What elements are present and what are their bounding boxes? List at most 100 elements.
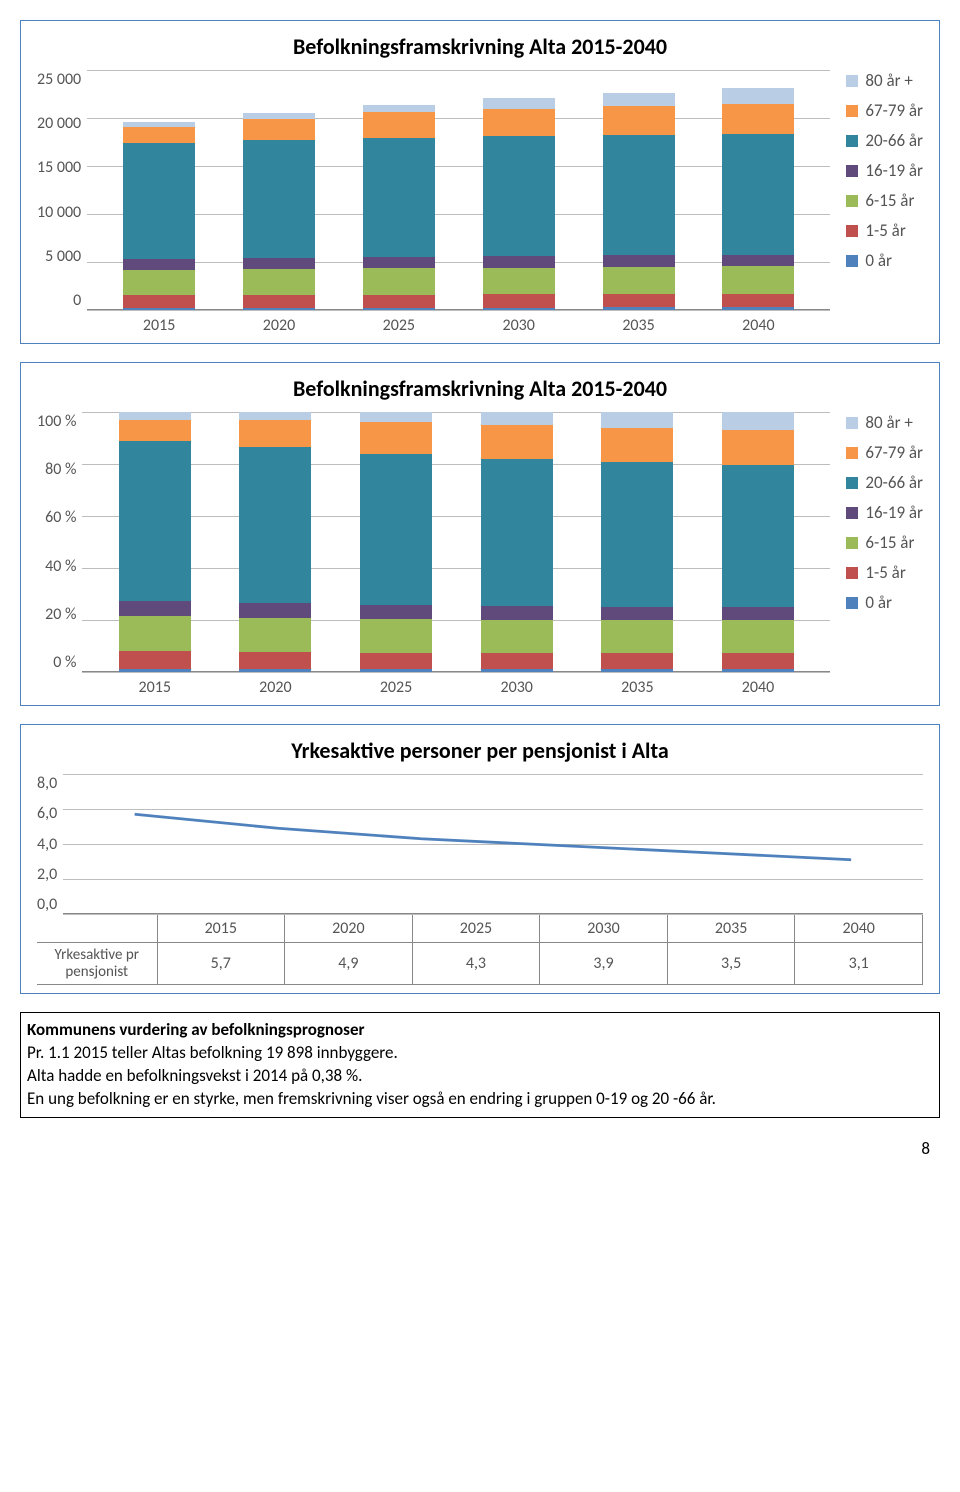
bar-column — [119, 412, 191, 672]
bar-segment — [481, 412, 553, 424]
legend-item: 67-79 år — [846, 100, 923, 121]
bar-segment — [119, 441, 191, 601]
legend-label: 1-5 år — [865, 562, 905, 583]
bar-segment — [601, 607, 673, 621]
table-cell: 3,5 — [667, 943, 795, 985]
table-cell: 3,9 — [540, 943, 668, 985]
commentary-line: En ung befolkning er en styrke, men frem… — [27, 1088, 929, 1111]
legend-item: 1-5 år — [846, 562, 923, 583]
bar-segment — [363, 138, 435, 257]
legend-label: 20-66 år — [865, 130, 923, 151]
bar-segment — [603, 135, 675, 255]
legend-label: 0 år — [865, 592, 892, 613]
bar-column — [363, 105, 435, 310]
y-tick-label: 10 000 — [37, 203, 81, 222]
bar-segment — [123, 143, 195, 259]
legend-item: 16-19 år — [846, 160, 923, 181]
bar-segment — [603, 255, 675, 266]
chart1-yaxis: 25 00020 00015 00010 0005 0000 — [37, 70, 87, 310]
y-tick-label: 8,0 — [37, 774, 57, 793]
legend-swatch — [846, 255, 858, 267]
legend-label: 80 år + — [865, 70, 912, 91]
bar-segment — [483, 308, 555, 310]
bar-segment — [722, 620, 794, 653]
x-tick-label: 2020 — [263, 316, 295, 335]
chart3-line — [63, 774, 923, 914]
bar-segment — [722, 104, 794, 134]
bar-segment — [603, 267, 675, 294]
y-tick-label: 80 % — [45, 460, 76, 479]
legend-swatch — [846, 195, 858, 207]
bar-column — [123, 122, 195, 310]
table-cell: 5,7 — [157, 943, 285, 985]
y-tick-label: 15 000 — [37, 158, 81, 177]
bar-segment — [363, 257, 435, 268]
legend-swatch — [846, 225, 858, 237]
legend-label: 6-15 år — [865, 190, 914, 211]
bar-segment — [483, 268, 555, 295]
legend-item: 20-66 år — [846, 130, 923, 151]
bar-segment — [722, 669, 794, 672]
x-tick-label: 2030 — [502, 316, 534, 335]
bar-segment — [243, 308, 315, 310]
x-tick-label: 2030 — [500, 678, 532, 697]
bar-segment — [239, 420, 311, 447]
chart3-panel: Yrkesaktive personer per pensjonist i Al… — [20, 724, 940, 994]
legend-label: 16-19 år — [865, 502, 923, 523]
y-tick-label: 25 000 — [37, 70, 81, 89]
y-tick-label: 5 000 — [45, 247, 81, 266]
commentary-body: Pr. 1.1 2015 teller Altas befolkning 19 … — [27, 1042, 929, 1111]
table-header-cell: 2030 — [540, 915, 668, 943]
commentary-line: Alta hadde en befolkningsvekst i 2014 på… — [27, 1065, 929, 1088]
bar-column — [722, 88, 794, 310]
bar-segment — [601, 669, 673, 672]
chart3-plot — [63, 774, 923, 914]
bar-segment — [722, 255, 794, 266]
bar-segment — [360, 454, 432, 605]
chart2-title: Befolkningsframskrivning Alta 2015-2040 — [37, 375, 923, 402]
legend-item: 6-15 år — [846, 190, 923, 211]
bar-column — [243, 113, 315, 310]
x-tick-label: 2015 — [143, 316, 175, 335]
bar-segment — [243, 258, 315, 269]
chart2-legend: 80 år +67-79 år20-66 år16-19 år6-15 år1-… — [830, 412, 923, 613]
legend-swatch — [846, 477, 858, 489]
table-row-label: Yrkesaktive pr pensjonist — [37, 943, 157, 985]
table-header-cell: 2035 — [667, 915, 795, 943]
x-tick-label: 2035 — [621, 678, 653, 697]
bar-segment — [123, 308, 195, 310]
bar-segment — [360, 605, 432, 619]
bar-segment — [722, 465, 794, 607]
legend-swatch — [846, 105, 858, 117]
bar-segment — [483, 98, 555, 108]
chart2-xaxis: 201520202025203020352040 — [82, 678, 830, 697]
y-tick-label: 20 % — [45, 605, 76, 624]
bar-segment — [119, 669, 191, 672]
bar-segment — [243, 295, 315, 308]
legend-swatch — [846, 447, 858, 459]
chart1-legend: 80 år + 67-79 år 20-66 år 16-19 år 6-15 år 1-… — [830, 70, 923, 271]
bar-segment — [603, 106, 675, 135]
legend-item: 0 år — [846, 592, 923, 613]
legend-label: 20-66 år — [865, 472, 923, 493]
legend-item: 1-5 år — [846, 220, 923, 241]
bar-segment — [243, 269, 315, 295]
table-cell: 4,3 — [412, 943, 540, 985]
bar-column — [239, 412, 311, 672]
legend-item: 67-79 år — [846, 442, 923, 463]
y-tick-label: 40 % — [45, 557, 76, 576]
legend-label: 16-19 år — [865, 160, 923, 181]
bar-segment — [360, 619, 432, 653]
bar-segment — [119, 651, 191, 668]
table-header-cell: 2040 — [795, 915, 923, 943]
y-tick-label: 2,0 — [37, 865, 57, 884]
bar-segment — [119, 412, 191, 420]
bar-segment — [123, 259, 195, 270]
y-tick-label: 60 % — [45, 508, 76, 527]
chart3-yaxis: 8,06,04,02,00,0 — [37, 774, 63, 914]
bar-segment — [239, 447, 311, 604]
legend-item: 80 år + — [846, 70, 923, 91]
bar-segment — [603, 307, 675, 310]
bar-segment — [601, 462, 673, 606]
bar-segment — [363, 105, 435, 113]
